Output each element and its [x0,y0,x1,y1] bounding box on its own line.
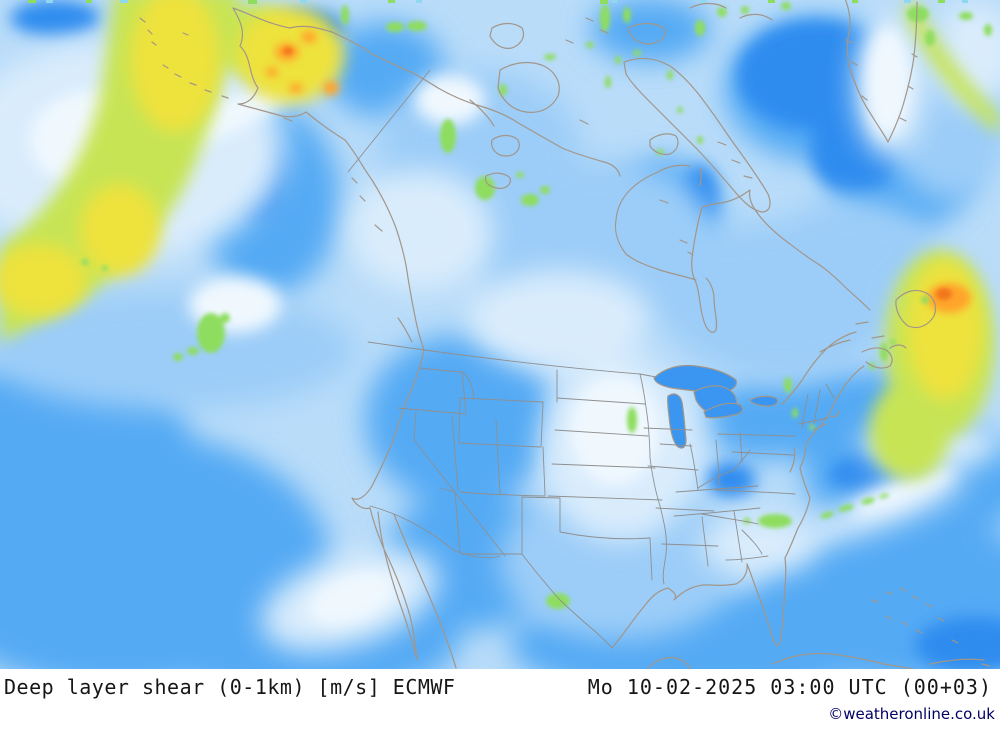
map-edge-artifact-ticks-cyan [46,0,968,3]
bering-russia-fragments [139,17,189,46]
gulf-coastline [611,563,748,649]
florida-coastline [746,557,787,647]
vancouver-island [351,177,413,343]
copyright-label: ©weatheronline.co.uk [828,705,995,723]
pacific-northwest-coastline [344,139,425,351]
victoria-island-coastline [497,61,560,113]
alaska-canada-border [347,69,431,173]
midwest-state-borders [659,431,743,491]
california-coastline [351,349,425,510]
newfoundland-coastline [895,289,937,329]
us-east-coastline [784,383,847,559]
us-canada-border [367,341,835,399]
southampton-island [649,133,679,156]
baffin-island-coastline [623,57,771,213]
us-mexico-border [369,505,456,552]
cuba-coastline [771,652,985,669]
nova-scotia-coastline [861,335,907,369]
white-low-shear-cores [30,27,954,626]
rio-grande-border [521,553,613,649]
alaska-north-coastline [232,7,439,89]
yucatan-coastline [647,656,692,669]
map-valid-time-label: Mo 10-02-2025 03:00 UTC (00+03) [587,675,992,699]
green-shear-patches [81,2,992,609]
arctic-archipelago-fragments [565,2,773,125]
hudson-bay-east-coastline [691,207,703,279]
greenland-east-coastline [887,1,918,143]
alaska-coastline [232,7,346,141]
map-edge-artifact-ticks [28,0,945,4]
ungava-coastline [701,189,759,215]
map-parameter-label: Deep layer shear (0-1km) [m/s] ECMWF [4,675,456,699]
great-bear-lake [491,134,520,157]
arctic-mainland-coastline [437,87,621,177]
lake-ontario [749,395,779,407]
labrador-coastline [757,213,871,311]
lake-erie [703,402,744,419]
southeast-state-borders [673,485,796,567]
state-borders [347,69,835,649]
banks-island-coastline [489,22,525,49]
western-state-borders [397,367,558,559]
plains-state-borders [551,373,719,585]
deep-orange-peak-spots [283,47,952,300]
hudson-bay-south-west-coastline [614,164,702,281]
greenland-west-coastline [844,0,889,143]
map-footer: Deep layer shear (0-1km) [m/s] ECMWF Mo … [0,669,1000,733]
weather-map-image [0,0,1000,669]
maine-maritime-coastline [845,365,865,385]
aleutian-islands [162,64,293,122]
james-bay-coastline [693,277,718,333]
great-slave-lake [484,172,511,189]
southwest-borders [461,495,663,581]
baja-california-coastline [369,507,418,661]
coastlines [139,0,991,669]
mexico-gulf-of-california-coastline [393,513,457,669]
northeast-state-borders [697,389,829,489]
lake-michigan [666,393,687,449]
great-lakes [653,364,779,449]
bahamas-islands [871,587,991,667]
st-lawrence-river [781,321,869,405]
